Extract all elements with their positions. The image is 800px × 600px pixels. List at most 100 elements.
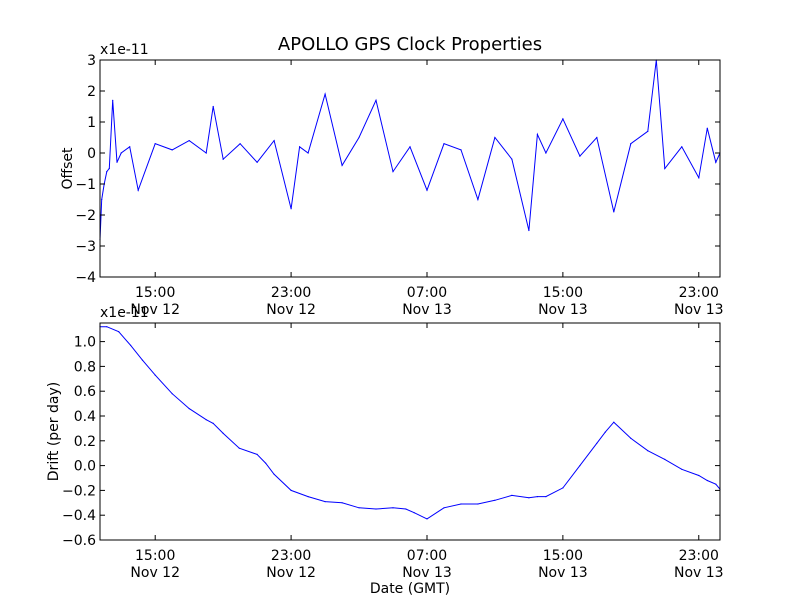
offset-axes-frame (99, 59, 721, 278)
offset-data-point (112, 99, 114, 101)
drift-ytick-label: −0.2 (62, 483, 96, 499)
drift-ytick-label: −0.4 (62, 508, 96, 524)
offset-data-point (188, 140, 190, 142)
drift-data-point (324, 501, 326, 503)
offset-xtick-date-label: Nov 13 (402, 302, 452, 318)
drift-data-point (212, 422, 214, 424)
drift-data-point (222, 432, 224, 434)
offset-data-point (129, 146, 131, 148)
drift-data-point (443, 507, 445, 509)
offset-data-point (664, 167, 666, 170)
offset-data-point (715, 161, 717, 163)
offset-xtick-time-label: 15:00 (543, 285, 583, 301)
drift-data-point (106, 326, 108, 328)
drift-data-point (341, 502, 343, 504)
drift-xtick-date-label: Nov 13 (538, 565, 588, 581)
offset-ytick-label: 2 (87, 84, 96, 100)
drift-xtick-time-label: 23:00 (271, 548, 311, 564)
drift-data-point (273, 473, 275, 475)
offset-data-point (630, 143, 632, 145)
offset-data-point (613, 211, 615, 213)
offset-data-point (256, 161, 258, 163)
offset-ytick-label: 3 (87, 53, 96, 69)
offset-xtick-time-label: 15:00 (135, 285, 175, 301)
offset-data-point (392, 171, 394, 173)
offset-data-point (116, 161, 118, 163)
drift-ytick-label: 0.8 (74, 359, 96, 375)
drift-ytick-label: 1.0 (74, 335, 96, 351)
offset-ytick-label: 1 (87, 115, 96, 131)
drift-data-point (188, 408, 190, 410)
drift-data-point (706, 479, 708, 482)
offset-data-point (290, 208, 292, 210)
drift-data-point (392, 507, 394, 509)
drift-xtick-date-label: Nov 13 (674, 565, 724, 581)
drift-ytick-label: −0.6 (62, 533, 96, 549)
offset-data-point (698, 177, 700, 179)
drift-data-point (562, 487, 564, 489)
offset-data-point (341, 164, 343, 166)
drift-data-point (715, 483, 717, 485)
offset-series-line (99, 59, 721, 240)
drift-xtick-time-label: 15:00 (543, 548, 583, 564)
drift-xtick-date-label: Nov 12 (266, 565, 316, 581)
drift-ylabel: Drift (per day) (46, 382, 62, 481)
offset-ytick-label: −4 (75, 270, 96, 286)
offset-data-point (511, 158, 513, 160)
drift-ytick-label: 0.6 (74, 384, 96, 400)
offset-data-point (205, 152, 207, 154)
drift-data-point (154, 374, 156, 376)
drift-ytick-label: 0.2 (74, 434, 96, 450)
offset-data-point (409, 146, 411, 148)
offset-axis-multiplier: x1e-11 (100, 42, 149, 58)
drift-axis-multiplier: x1e-11 (100, 305, 149, 321)
drift-axes-frame (99, 322, 721, 541)
chart-title: APOLLO GPS Clock Properties (278, 34, 542, 55)
offset-xtick-date-label: Nov 13 (674, 302, 724, 318)
drift-data-point (630, 437, 632, 439)
offset-data-point (426, 189, 428, 191)
offset-data-point (273, 140, 275, 142)
drift-xtick-time-label: 07:00 (407, 548, 447, 564)
drift-xlabel: Date (GMT) (370, 581, 450, 597)
offset-data-point (101, 198, 103, 201)
offset-data-point (171, 149, 173, 151)
drift-data-point (664, 458, 666, 460)
drift-data-point (596, 442, 598, 444)
drift-data-point (426, 518, 428, 520)
drift-data-point (265, 462, 267, 464)
drift-data-point (613, 421, 615, 423)
drift-data-point (494, 499, 496, 501)
offset-data-point (494, 136, 496, 139)
drift-xtick-date-label: Nov 13 (402, 565, 452, 581)
drift-data-point (477, 503, 479, 505)
offset-xtick-date-label: Nov 12 (266, 302, 316, 318)
offset-data-point (460, 149, 462, 151)
offset-data-point (212, 105, 214, 108)
offset-xtick-date-label: Nov 13 (538, 302, 588, 318)
drift-data-point (604, 431, 606, 433)
drift-data-point (307, 496, 309, 498)
drift-ytick-label: 0.4 (74, 409, 96, 425)
offset-ytick-label: 0 (87, 146, 96, 162)
drift-ytick-label: 0.0 (74, 459, 96, 475)
offset-data-point (545, 152, 547, 154)
drift-xtick-date-label: Nov 12 (130, 565, 180, 581)
offset-data-point (443, 143, 445, 145)
drift-data-point (238, 447, 240, 449)
offset-data-point (120, 152, 122, 154)
offset-xtick-time-label: 07:00 (407, 285, 447, 301)
offset-data-point (562, 118, 564, 120)
drift-data-point (171, 393, 173, 395)
offset-data-point (108, 167, 110, 170)
offset-data-point (307, 152, 309, 154)
offset-xtick-time-label: 23:00 (679, 285, 719, 301)
drift-series-line (100, 326, 721, 520)
offset-data-point (299, 146, 301, 148)
drift-xtick-time-label: 15:00 (135, 548, 175, 564)
drift-data-point (413, 512, 415, 514)
offset-data-point (681, 146, 683, 148)
offset-data-point (477, 198, 479, 201)
